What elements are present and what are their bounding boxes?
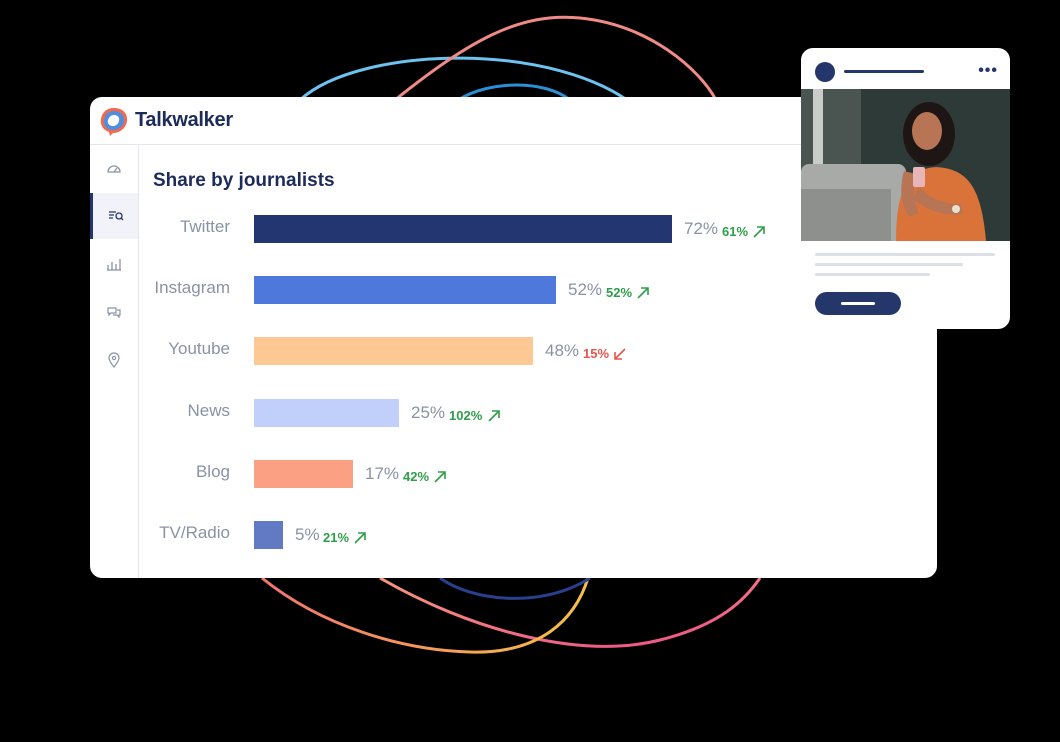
bar-youtube[interactable] bbox=[254, 337, 533, 366]
more-dots-icon[interactable]: ••• bbox=[978, 62, 998, 79]
search-list-icon bbox=[108, 211, 123, 221]
map-pin-icon bbox=[108, 352, 120, 368]
trend-up-arrow-icon bbox=[753, 226, 765, 238]
change-label: 15% bbox=[583, 346, 610, 362]
avatar bbox=[815, 62, 835, 82]
category-label-twitter: Twitter bbox=[179, 217, 230, 236]
loop-salmon bbox=[394, 15, 718, 102]
cta-label-placeholder bbox=[841, 302, 875, 305]
category-label-news: News bbox=[187, 400, 230, 420]
loop-pink-bottom bbox=[379, 576, 762, 648]
value-label: 25% bbox=[411, 402, 446, 422]
sidebar-item-search[interactable] bbox=[90, 193, 138, 239]
post-cta-button[interactable] bbox=[815, 292, 901, 315]
sidebar-item-conversations[interactable] bbox=[90, 289, 138, 335]
loop-light-blue bbox=[298, 56, 641, 112]
dashboard-card: Talkwalker bbox=[90, 97, 937, 578]
post-text-line bbox=[815, 263, 963, 266]
loop-warm-bottom bbox=[261, 576, 590, 654]
bar-news[interactable] bbox=[254, 398, 399, 427]
chart-title: Share by journalists bbox=[153, 170, 335, 191]
trend-down-arrow-icon bbox=[614, 348, 626, 361]
loop-navy-bottom bbox=[439, 576, 591, 600]
sidebar bbox=[90, 145, 139, 578]
change-label: 61% bbox=[722, 224, 749, 239]
trend-up-arrow-icon bbox=[488, 409, 500, 422]
trend-up-arrow-icon bbox=[354, 532, 366, 544]
loop-blue bbox=[457, 83, 571, 102]
post-text-line bbox=[815, 273, 930, 276]
talkwalker-logo-icon bbox=[100, 108, 128, 136]
chat-bubbles-icon bbox=[107, 307, 121, 319]
value-label: 5% bbox=[295, 525, 320, 544]
change-label: 52% bbox=[606, 285, 633, 301]
social-post-card: ••• bbox=[801, 48, 1010, 329]
category-label-instagram: Instagram bbox=[154, 278, 230, 298]
top-bar: Talkwalker bbox=[90, 97, 937, 145]
author-name-placeholder bbox=[844, 70, 924, 73]
change-label: 102% bbox=[449, 407, 483, 423]
post-photo bbox=[801, 89, 1010, 241]
value-label: 52% bbox=[568, 280, 603, 300]
sidebar-item-location[interactable] bbox=[90, 337, 138, 383]
value-label: 48% bbox=[545, 341, 580, 361]
bar-twitter[interactable] bbox=[254, 215, 672, 243]
value-label: 72% bbox=[684, 219, 719, 238]
brand-name: Talkwalker bbox=[135, 109, 233, 131]
value-label: 17% bbox=[365, 463, 400, 483]
post-text-line bbox=[815, 253, 995, 256]
trend-up-arrow-icon bbox=[637, 287, 649, 299]
bar-instagram[interactable] bbox=[254, 276, 556, 305]
sidebar-item-analytics[interactable] bbox=[90, 241, 138, 287]
dashboard-gauge-icon bbox=[107, 165, 121, 173]
category-label-blog: Blog bbox=[195, 461, 230, 481]
sidebar-item-dashboard[interactable] bbox=[90, 145, 138, 191]
category-label-youtube: Youtube bbox=[168, 339, 230, 359]
category-label-tvradio: TV/Radio bbox=[159, 523, 230, 542]
bar-blog[interactable] bbox=[254, 459, 353, 488]
bar-chart-icon bbox=[107, 259, 121, 271]
bar-tvradio[interactable] bbox=[254, 521, 283, 549]
change-label: 42% bbox=[403, 468, 430, 484]
trend-up-arrow-icon bbox=[434, 470, 446, 483]
change-label: 21% bbox=[323, 530, 350, 545]
